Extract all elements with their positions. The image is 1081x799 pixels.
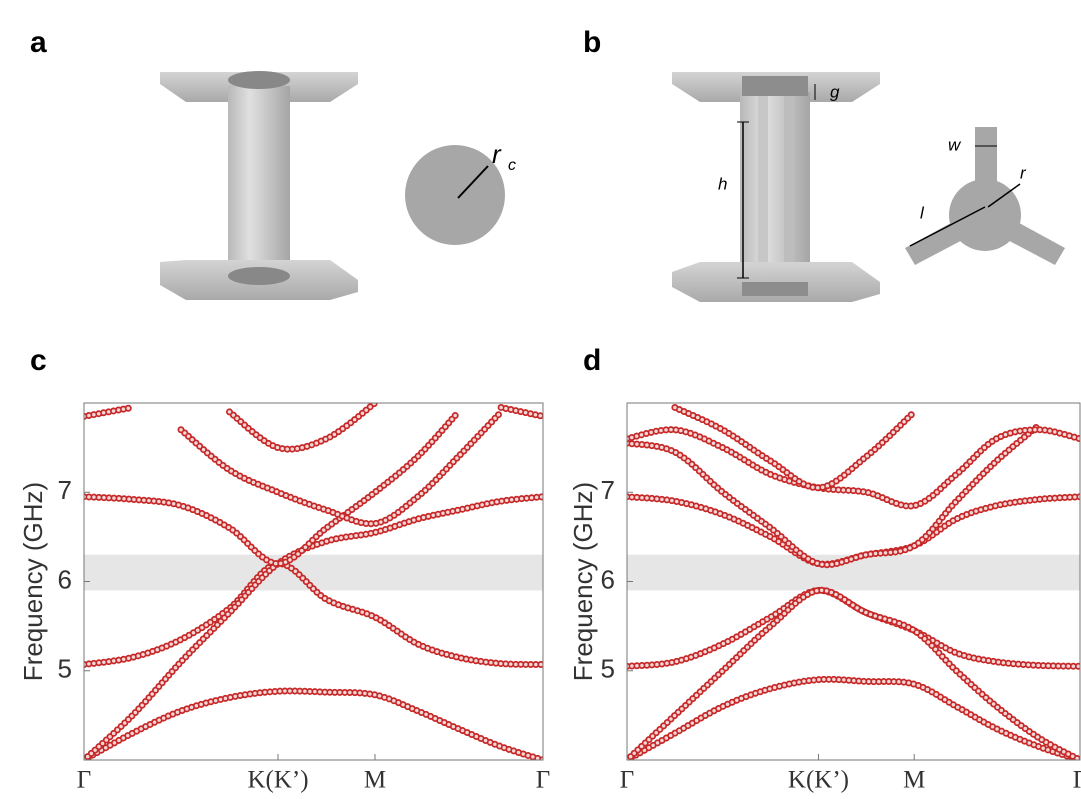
x-tick-label: Γ — [77, 767, 91, 794]
panel-label: a — [30, 26, 47, 59]
annotation: r — [1020, 163, 1027, 182]
band-line — [84, 691, 543, 760]
annotation: r — [492, 139, 502, 169]
unit-cell-a — [160, 71, 505, 300]
annotation: w — [948, 135, 962, 154]
x-tick-label: M — [364, 767, 386, 794]
annotation: h — [718, 174, 727, 193]
band-line-inner — [627, 497, 1080, 565]
x-tick-label: Γ — [1073, 767, 1081, 794]
annotation: c — [508, 157, 516, 174]
x-tick-label: K(K’) — [788, 767, 849, 794]
unit-cell-b — [672, 72, 1065, 302]
x-tick-label: M — [903, 767, 925, 794]
band-line — [627, 425, 1039, 564]
y-axis-label: Frequency (GHz) — [568, 482, 598, 681]
band-line — [229, 403, 374, 449]
band-line-inner — [229, 403, 374, 449]
y-tick-label: 7 — [58, 475, 72, 505]
y-axis-label: Frequency (GHz) — [18, 482, 48, 681]
x-tick-label: Γ — [620, 767, 634, 794]
band-line — [84, 407, 543, 416]
y-tick-label: 6 — [58, 564, 72, 594]
y-tick-label: 7 — [601, 475, 615, 505]
band-line-inner — [627, 425, 1039, 564]
x-tick-label: K(K’) — [247, 767, 308, 794]
y-tick-label: 5 — [601, 654, 615, 684]
annotation: l — [920, 203, 925, 222]
y-tick-label: 5 — [58, 654, 72, 684]
band-line-inner — [84, 407, 543, 416]
panel-label: d — [583, 344, 601, 377]
figure: a b c d r c g h w r l 5 6 7 Γ K(K’) M Γ Frequen… — [0, 0, 1081, 794]
x-tick-label: Γ — [536, 767, 550, 794]
annotation: g — [830, 82, 840, 101]
panel-label: c — [30, 344, 47, 377]
band-gap — [84, 555, 543, 591]
y-tick-label: 6 — [601, 564, 615, 594]
panel-label: b — [583, 26, 601, 59]
